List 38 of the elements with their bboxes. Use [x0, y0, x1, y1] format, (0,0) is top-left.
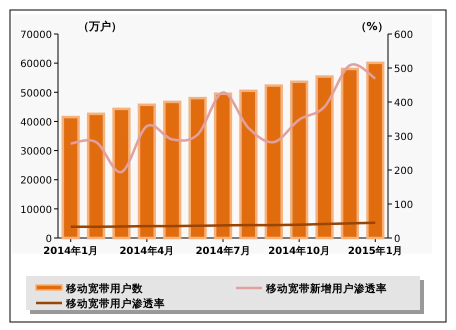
y-tick-label: 20000 — [20, 176, 52, 187]
y2-tick-label: 600 — [394, 30, 414, 41]
y-axis-title: （万户） — [78, 20, 122, 33]
legend-label: 移动宽带用户数 — [65, 282, 144, 295]
y-tick-label: 60000 — [20, 59, 52, 70]
y2-tick-label: 200 — [394, 166, 414, 177]
bar — [214, 92, 232, 240]
y-tick-label: 10000 — [20, 204, 52, 216]
bar — [112, 108, 131, 240]
y-tick-label: 70000 — [20, 30, 52, 41]
y2-tick-label: 100 — [394, 200, 414, 211]
y2-tick-label: 500 — [394, 64, 414, 75]
x-tick-label: 2014年7月 — [196, 245, 250, 257]
bar — [315, 75, 334, 240]
bar — [340, 68, 360, 240]
bar — [366, 62, 384, 240]
y-tick-label: 30000 — [20, 146, 52, 158]
x-tick-label: 2014年1月 — [43, 245, 98, 257]
legend-label: 移动宽带用户渗透率 — [65, 297, 165, 310]
y2-tick-label: 0 — [394, 234, 400, 245]
bar — [239, 90, 258, 240]
y2-tick-label: 400 — [394, 98, 414, 109]
x-tick-label: 2014年10月 — [268, 245, 330, 257]
y-tick-label: 40000 — [20, 117, 52, 128]
bar — [163, 100, 182, 240]
y-tick-label: 50000 — [20, 88, 52, 100]
x-tick-label: 2015年1月 — [348, 245, 403, 257]
bar — [290, 80, 308, 240]
bar — [62, 116, 80, 240]
bar — [138, 104, 156, 240]
y2-tick-label: 300 — [394, 132, 414, 143]
bar — [188, 96, 207, 240]
bar — [86, 112, 106, 240]
y2-axis-title: （%） — [355, 20, 389, 33]
y-tick-label: 0 — [46, 234, 52, 245]
x-tick-label: 2014年4月 — [119, 245, 174, 257]
legend-label: 移动宽带新增用户渗透率 — [265, 282, 387, 295]
bar — [264, 84, 283, 240]
